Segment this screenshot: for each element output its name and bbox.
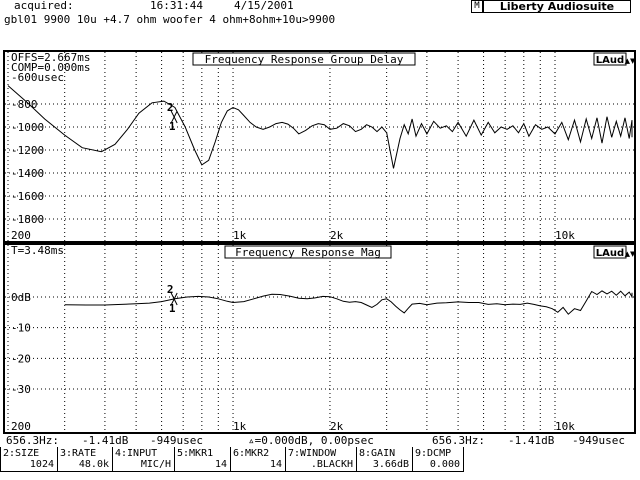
softkey-value: 3.66dB	[372, 459, 409, 470]
magnitude-curve	[64, 290, 633, 315]
acquired-date: 4/15/2001	[234, 0, 294, 12]
measurement-description: gbl01 9900 10u +4.7 ohm woofer 4 ohm+8oh…	[4, 13, 336, 26]
x-tick-label: 1k	[233, 420, 247, 433]
softkey-value: 14	[214, 459, 227, 470]
softkey-label: 5:MKR1	[177, 448, 214, 459]
softkey-bar: 2:SIZE 1024 3:RATE 48.0k 4:INPUT MIC/H 5:MKR1 1…	[0, 447, 640, 480]
x-tick-label: 2k	[330, 420, 344, 433]
x-tick-label: 200	[11, 420, 31, 433]
softkey-label: 3:RATE	[60, 448, 97, 459]
y-tick-label: -30	[11, 383, 31, 396]
y-tick-label: -1000	[11, 121, 44, 134]
softkey-window[interactable]: 7:WINDOW .BLACKH	[285, 447, 357, 472]
marker-cross-icon[interactable]	[170, 292, 178, 306]
marker-delta: ▵=0.000dB, 0.00psec	[248, 434, 374, 447]
softkey-label: 6:MKR2	[233, 448, 270, 459]
y-tick-label: 0dB	[11, 291, 31, 304]
y-tick-label: -800	[11, 98, 38, 111]
softkey-value: 48.0k	[78, 459, 109, 470]
panel-info-text: T=3.48ms	[11, 244, 64, 257]
laud-logo: LAud	[596, 248, 624, 259]
scroll-arrows-icon[interactable]: ▲▼	[625, 57, 636, 65]
bottom-grid	[5, 245, 634, 432]
laud-logo: LAud	[596, 55, 624, 66]
y-tick-label: -1400	[11, 167, 44, 180]
panel-info-text: COMP=0.000ms	[11, 61, 90, 74]
softkey-mkr1[interactable]: 5:MKR1 14	[174, 447, 231, 472]
brand-tag: M	[471, 0, 483, 13]
marker2-label: 2	[167, 283, 174, 296]
x-tick-label: 10k	[555, 420, 575, 433]
softkey-value: 0.000	[429, 459, 460, 470]
y-tick-label: -1600	[11, 190, 44, 203]
brand-name: Liberty Audiosuite	[483, 0, 631, 13]
marker2-delay: -949usec	[572, 434, 625, 447]
softkey-label: 4:INPUT	[115, 448, 158, 459]
top-labels: -800 -1000 -1200 -1400 -1600 -1800 200 1k 2k 10k O…	[11, 51, 636, 242]
softkey-dcmp[interactable]: 9:DCMP 0.000	[412, 447, 464, 472]
softkey-value: MIC/H	[140, 459, 171, 470]
marker2-frequency: 656.3Hz:	[432, 434, 485, 447]
acquired-label: acquired:	[14, 0, 74, 12]
softkey-input[interactable]: 4:INPUT MIC/H	[112, 447, 175, 472]
softkey-mkr2[interactable]: 6:MKR2 14	[230, 447, 286, 472]
laud-logo-box	[593, 52, 627, 66]
marker-cross-icon[interactable]	[170, 110, 178, 124]
marker1-label: 1	[169, 302, 176, 315]
bottom-labels: 0dB -10 -20 -30 200 1k 2k 10k T=3.48ms Frequency …	[11, 244, 636, 433]
x-tick-label: 200	[11, 229, 31, 242]
marker1-label: 1	[169, 120, 176, 133]
softkey-value: .BLACKH	[310, 459, 353, 470]
panel-title: Frequency Response Mag	[235, 246, 381, 259]
y-tick-label: -1200	[11, 144, 44, 157]
y-tick-label: -1800	[11, 213, 44, 226]
scroll-arrows-icon[interactable]: ▲▼	[625, 250, 636, 258]
panel-title: Frequency Response Group Delay	[205, 53, 404, 66]
header-bar: acquired: 16:31:44 4/15/2001	[4, 0, 636, 12]
softkey-label: 9:DCMP	[415, 448, 452, 459]
softkey-label: 2:SIZE	[3, 448, 40, 459]
top-panel-frame	[3, 50, 636, 243]
bottom-marker[interactable]: 21	[167, 283, 178, 315]
softkey-size[interactable]: 2:SIZE 1024	[0, 447, 58, 472]
panel-title-box	[192, 52, 416, 66]
marker1-frequency: 656.3Hz:	[6, 434, 59, 447]
x-tick-label: 2k	[330, 229, 344, 242]
softkey-gain[interactable]: 8:GAIN 3.66dB	[356, 447, 413, 472]
softkey-label: 7:WINDOW	[288, 448, 337, 459]
bottom-panel-frame	[3, 243, 636, 434]
y-tick-label: -20	[11, 352, 31, 365]
y-tick-label: -10	[11, 322, 31, 335]
top-marker[interactable]: 21	[167, 101, 178, 133]
x-tick-label: 1k	[233, 229, 247, 242]
group-delay-curve	[7, 85, 633, 169]
marker1-delay: -949usec	[150, 434, 203, 447]
marker2-label: 2	[167, 101, 174, 114]
brand-badge: M Liberty Audiosuite	[471, 0, 631, 13]
top-grid	[5, 52, 634, 241]
softkey-label: 8:GAIN	[359, 448, 396, 459]
laud-logo-box	[593, 245, 627, 259]
softkey-rate[interactable]: 3:RATE 48.0k	[57, 447, 113, 472]
acquired-time: 16:31:44	[150, 0, 203, 12]
marker2-level: -1.41dB	[508, 434, 555, 447]
panel-title-box	[224, 245, 392, 259]
y-unit-label: -600usec	[11, 71, 64, 84]
softkey-value: 1024	[29, 459, 54, 470]
x-tick-label: 10k	[555, 229, 575, 242]
panel-info-text: OFFS=2.667ms	[11, 51, 90, 64]
marker-status-bar: 656.3Hz: -1.41dB -949usec ▵=0.000dB, 0.0…	[6, 435, 634, 447]
marker1-level: -1.41dB	[82, 434, 129, 447]
softkey-value: 14	[269, 459, 282, 470]
